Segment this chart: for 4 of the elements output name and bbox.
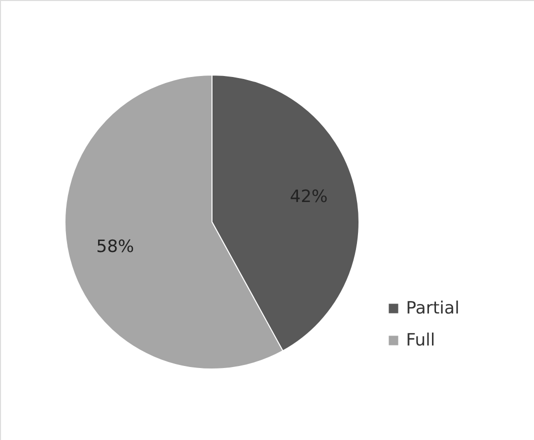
- legend-label: Full: [406, 330, 436, 350]
- data-label: 42%: [290, 187, 328, 208]
- legend-label: Partial: [406, 298, 460, 318]
- data-label: 58%: [96, 236, 134, 257]
